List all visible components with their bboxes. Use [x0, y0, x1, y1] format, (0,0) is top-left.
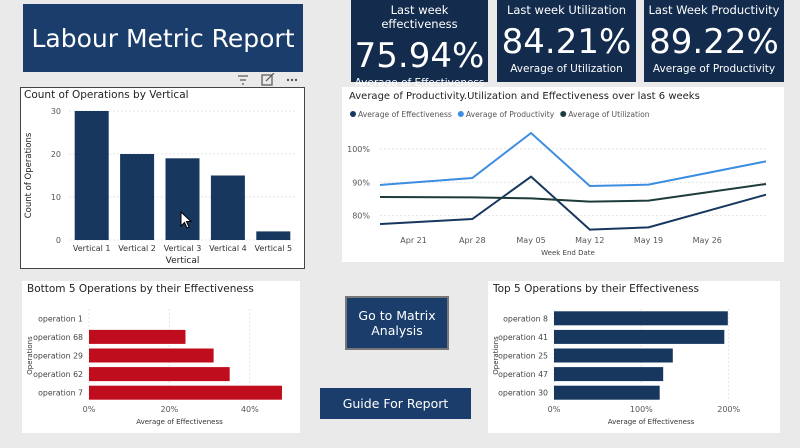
- series-line[interactable]: [379, 175, 767, 231]
- legend-marker: [560, 111, 567, 117]
- x-tick-label: Vertical 2: [118, 244, 156, 253]
- bar[interactable]: [554, 385, 660, 400]
- legend-marker: [350, 111, 356, 117]
- x-tick-label: May 12: [575, 236, 604, 245]
- bar[interactable]: [554, 329, 725, 344]
- x-axis-label: Average of Effectiveness: [608, 418, 695, 426]
- bar[interactable]: [89, 367, 230, 382]
- x-axis-label: Vertical: [166, 256, 200, 266]
- kpi-title: Last week Utilization: [506, 3, 627, 17]
- more-options-icon[interactable]: [286, 78, 298, 82]
- legend-label[interactable]: Average of Utilization: [568, 110, 650, 119]
- y-tick-label: operation 25: [498, 352, 548, 361]
- y-tick-label: operation 7: [38, 389, 83, 398]
- focus-mode-icon[interactable]: [261, 72, 275, 86]
- legend-label[interactable]: Average of Effectiveness: [358, 110, 452, 119]
- x-tick-label: 100%: [630, 405, 653, 414]
- go-to-matrix-button[interactable]: Go to Matrix Analysis: [345, 296, 449, 350]
- chart-bottom-5-operations[interactable]: Bottom 5 Operations by their Effectivene…: [22, 281, 300, 433]
- series-line[interactable]: [379, 131, 767, 188]
- kpi-subtitle: Average of Utilization: [510, 63, 623, 75]
- x-tick-label: May 26: [693, 236, 722, 245]
- bar[interactable]: [256, 231, 291, 240]
- mouse-cursor-icon: [180, 211, 192, 229]
- y-tick-label: 0: [56, 236, 61, 245]
- y-tick-label: 30: [51, 107, 61, 116]
- x-tick-label: 0%: [548, 405, 561, 414]
- chart-top-5-operations[interactable]: Top 5 Operations by their Effectiveness …: [488, 281, 780, 433]
- bar[interactable]: [554, 311, 728, 326]
- y-axis-label: Operations: [492, 336, 500, 375]
- kpi-subtitle: Average of Effectiveness: [354, 77, 485, 89]
- x-axis-label: Week End Date: [541, 249, 595, 257]
- bar[interactable]: [165, 158, 200, 240]
- chart-title: Bottom 5 Operations by their Effectivene…: [27, 283, 254, 295]
- y-tick-label: 80%: [352, 212, 370, 221]
- y-tick-label: operation 47: [498, 370, 548, 379]
- y-tick-label: 10: [51, 193, 61, 202]
- guide-for-report-button[interactable]: Guide For Report: [320, 388, 471, 419]
- x-tick-label: 40%: [241, 405, 259, 414]
- bar[interactable]: [120, 154, 155, 240]
- x-tick-label: Vertical 5: [255, 244, 293, 253]
- x-tick-label: Vertical 1: [73, 244, 111, 253]
- chart-title: Top 5 Operations by their Effectiveness: [493, 283, 700, 295]
- y-axis-label: Count of Operations: [24, 132, 34, 218]
- kpi-title: Last Week Productivity: [648, 3, 780, 17]
- bar[interactable]: [89, 385, 282, 400]
- y-tick-label: operation 1: [38, 314, 83, 323]
- report-title: Labour Metric Report: [23, 4, 303, 72]
- y-tick-label: operation 62: [33, 370, 83, 379]
- filter-icon[interactable]: [238, 75, 248, 85]
- bar[interactable]: [210, 175, 245, 241]
- bar[interactable]: [74, 111, 109, 240]
- bar[interactable]: [554, 367, 664, 382]
- x-tick-label: Vertical 4: [209, 244, 247, 253]
- kpi-title: Last week effectiveness: [381, 3, 458, 31]
- x-tick-label: 20%: [161, 405, 179, 414]
- kpi-subtitle: Average of Productivity: [652, 63, 776, 75]
- chart-count-by-vertical[interactable]: Count of Operations by Vertical 0 10 20 30 V…: [20, 87, 305, 269]
- chart-weekly-trend[interactable]: Average of Productivity.Utilization and …: [342, 87, 784, 262]
- y-tick-label: operation 8: [503, 314, 548, 323]
- bar[interactable]: [89, 348, 214, 363]
- y-tick-label: operation 41: [498, 333, 548, 342]
- kpi-value: 75.94%: [354, 36, 485, 76]
- x-tick-label: Apr 28: [459, 236, 486, 245]
- x-tick-label: 200%: [717, 405, 740, 414]
- chart-title: Count of Operations by Vertical: [24, 89, 189, 101]
- visual-header: [236, 72, 306, 86]
- y-tick-label: 100%: [347, 145, 370, 154]
- chart-title: Average of Productivity.Utilization and …: [349, 91, 700, 102]
- kpi-value: 89.22%: [649, 22, 779, 62]
- kpi-card-effectiveness[interactable]: Last week effectiveness 75.94% Average o…: [351, 0, 488, 89]
- x-tick-label: 0%: [83, 405, 96, 414]
- y-tick-label: operation 30: [498, 389, 548, 398]
- y-tick-label: 20: [51, 150, 61, 159]
- legend-label[interactable]: Average of Productivity: [466, 110, 555, 119]
- series-line[interactable]: [379, 183, 767, 203]
- kpi-card-productivity[interactable]: Last Week Productivity 89.22% Average of…: [644, 0, 784, 82]
- x-tick-label: May 05: [516, 236, 545, 245]
- y-tick-label: 90%: [352, 178, 370, 187]
- x-tick-label: Apr 21: [400, 236, 427, 245]
- kpi-card-utilization[interactable]: Last week Utilization 84.21% Average of …: [497, 0, 636, 82]
- bar[interactable]: [89, 329, 186, 344]
- y-tick-label: operation 29: [33, 352, 83, 361]
- kpi-value: 84.21%: [501, 22, 632, 62]
- x-tick-label: Vertical 3: [164, 244, 202, 253]
- bar[interactable]: [554, 348, 673, 363]
- y-tick-label: operation 68: [33, 333, 83, 342]
- legend-marker: [457, 111, 464, 117]
- x-tick-label: May 19: [634, 236, 663, 245]
- y-axis-label: Operations: [26, 336, 34, 375]
- x-axis-label: Average of Effectiveness: [136, 418, 223, 426]
